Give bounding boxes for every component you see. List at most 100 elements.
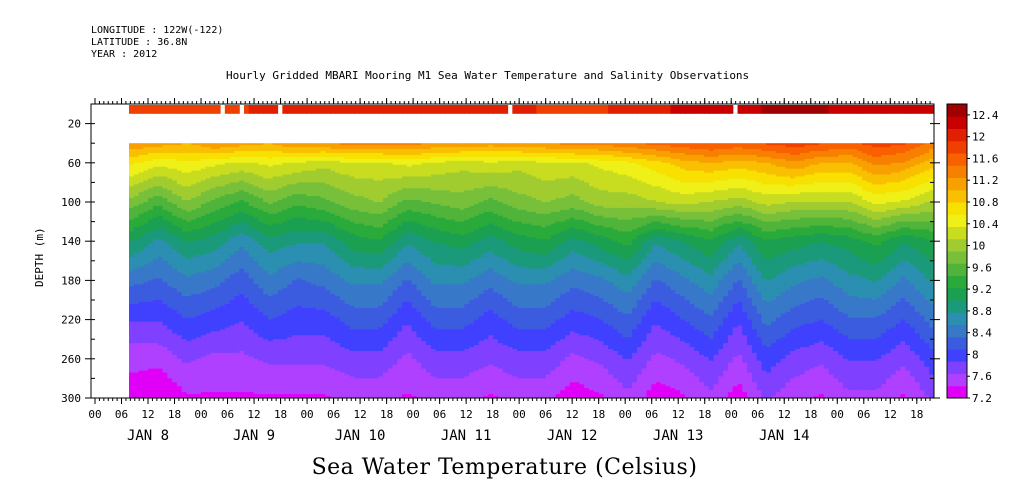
- surface-cell: [862, 105, 867, 114]
- surface-cell: [656, 105, 661, 114]
- surface-cell: [608, 105, 613, 114]
- surface-cell: [426, 105, 431, 114]
- surface-cell: [632, 105, 637, 114]
- surface-cell: [843, 105, 848, 114]
- surface-cell: [369, 105, 374, 114]
- surface-cell: [637, 105, 642, 114]
- surface-cell: [234, 105, 239, 114]
- surface-cell: [824, 105, 829, 114]
- surface-cell: [718, 105, 723, 114]
- surface-cell: [177, 105, 182, 114]
- surface-cell: [704, 105, 709, 114]
- surface-cell: [627, 105, 632, 114]
- surface-cell: [287, 105, 292, 114]
- surface-cell: [397, 105, 402, 114]
- surface-cell: [848, 105, 853, 114]
- surface-cell: [757, 105, 762, 114]
- surface-cell: [460, 105, 465, 114]
- surface-cell: [383, 105, 388, 114]
- surface-cell: [412, 105, 417, 114]
- surface-cell: [685, 105, 690, 114]
- surface-cell: [321, 105, 326, 114]
- surface-cell: [675, 105, 680, 114]
- surface-cell: [484, 105, 489, 114]
- surface-cell: [311, 105, 316, 114]
- surface-cell: [924, 105, 929, 114]
- surface-cell: [373, 105, 378, 114]
- surface-cell: [603, 105, 608, 114]
- surface-cell: [182, 105, 187, 114]
- surface-cell: [325, 105, 330, 114]
- surface-cell: [800, 105, 805, 114]
- surface-cell: [541, 105, 546, 114]
- surface-cell: [728, 105, 733, 114]
- surface-cell: [436, 105, 441, 114]
- surface-cell: [167, 105, 172, 114]
- surface-cell: [599, 105, 604, 114]
- surface-cell: [493, 105, 498, 114]
- surface-cell: [723, 105, 728, 114]
- surface-cell: [354, 105, 359, 114]
- surface-cell: [752, 105, 757, 114]
- surface-cell: [431, 105, 436, 114]
- surface-cell: [618, 105, 623, 114]
- surface-cell: [785, 105, 790, 114]
- surface-cell: [853, 105, 858, 114]
- surface-cell: [469, 105, 474, 114]
- surface-cell: [417, 105, 422, 114]
- surface-cell: [647, 105, 652, 114]
- surface-cell: [833, 105, 838, 114]
- surface-cell: [738, 105, 743, 114]
- surface-cell: [258, 105, 263, 114]
- surface-cell: [450, 105, 455, 114]
- surface-cell: [795, 105, 800, 114]
- surface-cell: [714, 105, 719, 114]
- surface-cell: [771, 105, 776, 114]
- surface-cell: [464, 105, 469, 114]
- surface-cell: [455, 105, 460, 114]
- surface-cell: [522, 105, 527, 114]
- surface-cell: [206, 105, 211, 114]
- surface-cell: [900, 105, 905, 114]
- surface-cell: [867, 105, 872, 114]
- surface-cell: [153, 105, 158, 114]
- surface-cell: [139, 105, 144, 114]
- surface-cell: [249, 105, 254, 114]
- surface-cell: [886, 105, 891, 114]
- surface-cell: [809, 105, 814, 114]
- surface-cell: [742, 105, 747, 114]
- surface-cell: [498, 105, 503, 114]
- surface-cell: [517, 105, 522, 114]
- surface-cell: [268, 105, 273, 114]
- surface-cell: [790, 105, 795, 114]
- surface-cell: [254, 105, 259, 114]
- surface-cell: [857, 105, 862, 114]
- surface-cell: [302, 105, 307, 114]
- surface-cell: [766, 105, 771, 114]
- surface-cell: [536, 105, 541, 114]
- surface-cell: [896, 105, 901, 114]
- surface-cell: [819, 105, 824, 114]
- surface-cell: [776, 105, 781, 114]
- surface-cell: [292, 105, 297, 114]
- surface-cell: [814, 105, 819, 114]
- surface-cell: [709, 105, 714, 114]
- surface-cell: [762, 105, 767, 114]
- surface-cell: [613, 105, 618, 114]
- surface-cell: [388, 105, 393, 114]
- surface-cell: [555, 105, 560, 114]
- surface-cell: [680, 105, 685, 114]
- surface-cell: [215, 105, 220, 114]
- surface-cell: [594, 105, 599, 114]
- surface-cell: [282, 105, 287, 114]
- surface-cell: [920, 105, 925, 114]
- surface-cell: [263, 105, 268, 114]
- surface-cell: [838, 105, 843, 114]
- surface-cell: [158, 105, 163, 114]
- surface-cell: [335, 105, 340, 114]
- surface-cell: [694, 105, 699, 114]
- surface-cell: [474, 105, 479, 114]
- surface-cell: [244, 105, 249, 114]
- surface-cell: [297, 105, 302, 114]
- surface-cell: [661, 105, 666, 114]
